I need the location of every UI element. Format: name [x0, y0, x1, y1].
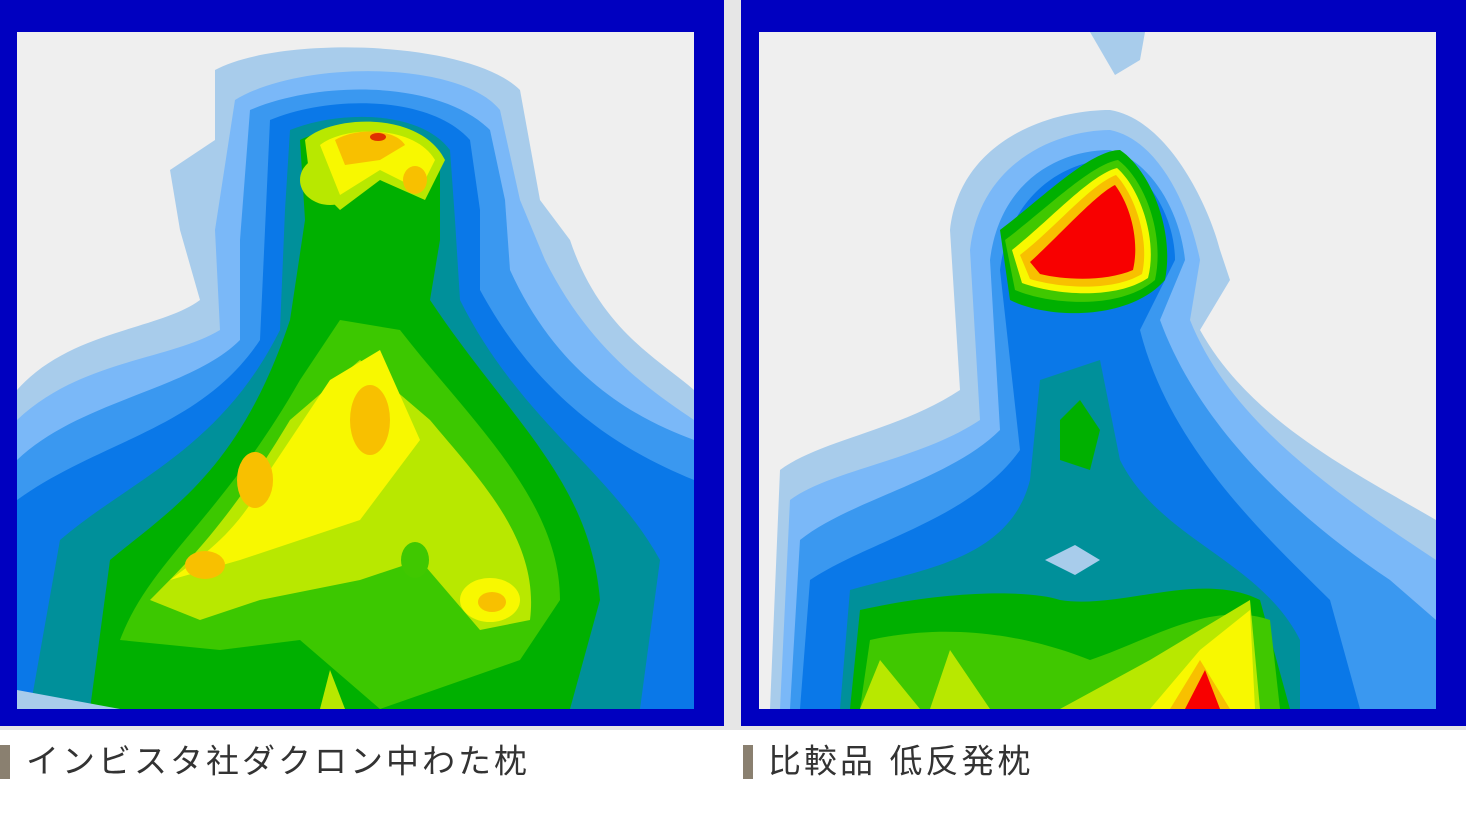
- caption-marker: [743, 745, 753, 779]
- caption: インビスタ社ダクロン中わた枕: [26, 742, 530, 781]
- caption-marker: [0, 745, 10, 779]
- pressure-map-left: [0, 0, 724, 726]
- pressure-map-right: [741, 0, 1466, 726]
- caption: 比較品 低反発枕: [768, 742, 1034, 781]
